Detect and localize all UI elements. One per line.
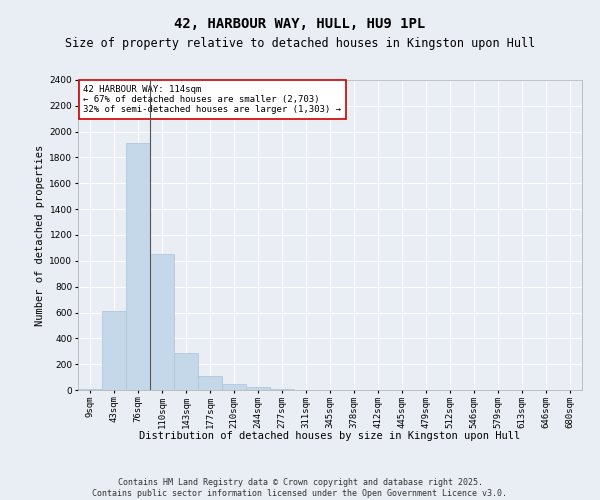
Bar [150, 254, 174, 390]
Bar [198, 376, 222, 390]
Bar [222, 384, 246, 390]
Text: Contains HM Land Registry data © Crown copyright and database right 2025.
Contai: Contains HM Land Registry data © Crown c… [92, 478, 508, 498]
X-axis label: Distribution of detached houses by size in Kingston upon Hull: Distribution of detached houses by size … [139, 430, 521, 440]
Bar [174, 352, 198, 390]
Text: Size of property relative to detached houses in Kingston upon Hull: Size of property relative to detached ho… [65, 38, 535, 51]
Y-axis label: Number of detached properties: Number of detached properties [35, 144, 45, 326]
Bar [102, 311, 126, 390]
Bar [246, 388, 270, 390]
Text: 42, HARBOUR WAY, HULL, HU9 1PL: 42, HARBOUR WAY, HULL, HU9 1PL [175, 18, 425, 32]
Bar [78, 388, 102, 390]
Bar [126, 144, 150, 390]
Text: 42 HARBOUR WAY: 114sqm
← 67% of detached houses are smaller (2,703)
32% of semi-: 42 HARBOUR WAY: 114sqm ← 67% of detached… [83, 84, 341, 114]
